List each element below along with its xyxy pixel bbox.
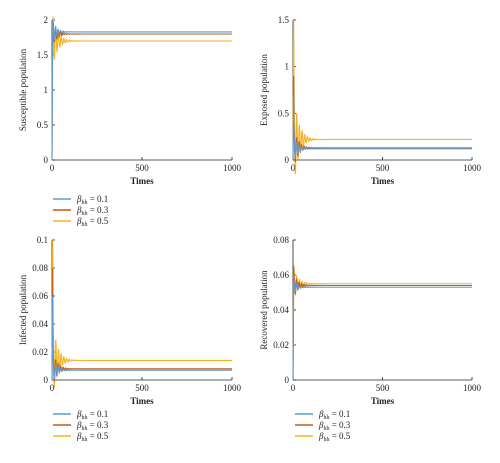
y-tick-label: 2 [44, 15, 49, 25]
panel-recovered: 0 0.02 0.04 0.06 0.08 0 500 1000 Times Recovered … [259, 235, 482, 443]
legend-entry: βhh = 0.3 [76, 420, 109, 432]
x-tick-label: 500 [376, 383, 390, 393]
y-tick-label: 0.02 [32, 347, 48, 357]
y-tick-label: 0.02 [273, 340, 289, 350]
y-tick-label: 0.04 [32, 319, 48, 329]
x-tick-label: 0 [291, 383, 296, 393]
y-tick-label: 0.08 [273, 235, 289, 245]
legend-entry: βhh = 0.5 [76, 431, 109, 443]
x-axis-label: Times [130, 396, 154, 406]
legend-entry: βhh = 0.5 [318, 431, 351, 443]
x-axis-label: Times [371, 396, 395, 406]
y-tick-label: 1 [44, 85, 49, 95]
x-tick-label: 1000 [223, 163, 242, 173]
y-tick-label: 0.06 [273, 270, 289, 280]
y-tick-label: 0.04 [273, 305, 289, 315]
series-line-3 [51, 16, 232, 140]
y-axis-label: Recovered population [259, 270, 269, 350]
series-line-1 [292, 274, 472, 381]
series-line-3 [51, 239, 232, 388]
y-tick-label: 0.5 [37, 120, 49, 130]
panel-exposed: 0 0.5 1 1.5 0 500 1000 Times Exposed population [259, 15, 482, 186]
panel-infected: 0 0.02 0.04 0.06 0.08 0.1 0 500 1000 Times Infecte… [18, 235, 242, 443]
x-tick-label: 500 [135, 163, 149, 173]
x-tick-label: 500 [376, 163, 390, 173]
legend-entry: βhh = 0.1 [76, 194, 108, 206]
legend-entry: βhh = 0.3 [76, 205, 109, 217]
series-line-1 [292, 94, 472, 161]
series-line-2 [51, 21, 232, 161]
x-tick-label: 1000 [463, 383, 482, 393]
x-tick-label: 1000 [223, 383, 242, 393]
y-tick-label: 1.5 [278, 15, 290, 25]
legend-entry: βhh = 0.5 [76, 216, 109, 228]
y-tick-label: 0.06 [32, 291, 48, 301]
series-line-2 [51, 267, 232, 382]
x-tick-label: 0 [50, 163, 55, 173]
panel-susceptible: 0 0.5 1 1.5 2 0 500 1000 Times Susceptible popula… [18, 15, 242, 228]
y-tick-label: 1.5 [37, 50, 49, 60]
y-tick-label: 0 [44, 375, 49, 385]
series-line-1 [51, 19, 232, 161]
series-line-2 [292, 266, 472, 381]
y-tick-label: 1 [285, 62, 290, 72]
y-axis-label: Infected population [18, 274, 28, 345]
x-axis-label: Times [371, 176, 395, 186]
x-tick-label: 1000 [463, 163, 482, 173]
y-tick-label: 0.5 [278, 108, 290, 118]
x-axis-label: Times [130, 176, 154, 186]
y-tick-label: 0 [285, 375, 290, 385]
x-tick-label: 0 [291, 163, 296, 173]
x-tick-label: 500 [135, 383, 149, 393]
x-tick-label: 0 [50, 383, 55, 393]
series-line-3 [292, 19, 472, 175]
series-line-3 [292, 262, 472, 381]
y-axis-label: Susceptible population [18, 48, 28, 131]
series-line-1 [51, 295, 232, 381]
y-tick-label: 0 [44, 155, 49, 165]
y-tick-label: 0.1 [37, 235, 48, 245]
y-tick-label: 0.08 [32, 263, 48, 273]
series-line-2 [292, 75, 472, 162]
y-axis-label: Exposed population [259, 54, 269, 126]
y-tick-label: 0 [285, 155, 290, 165]
legend-entry: βhh = 0.1 [318, 409, 350, 421]
legend-entry: βhh = 0.1 [76, 409, 108, 421]
legend-entry: βhh = 0.3 [318, 420, 351, 432]
